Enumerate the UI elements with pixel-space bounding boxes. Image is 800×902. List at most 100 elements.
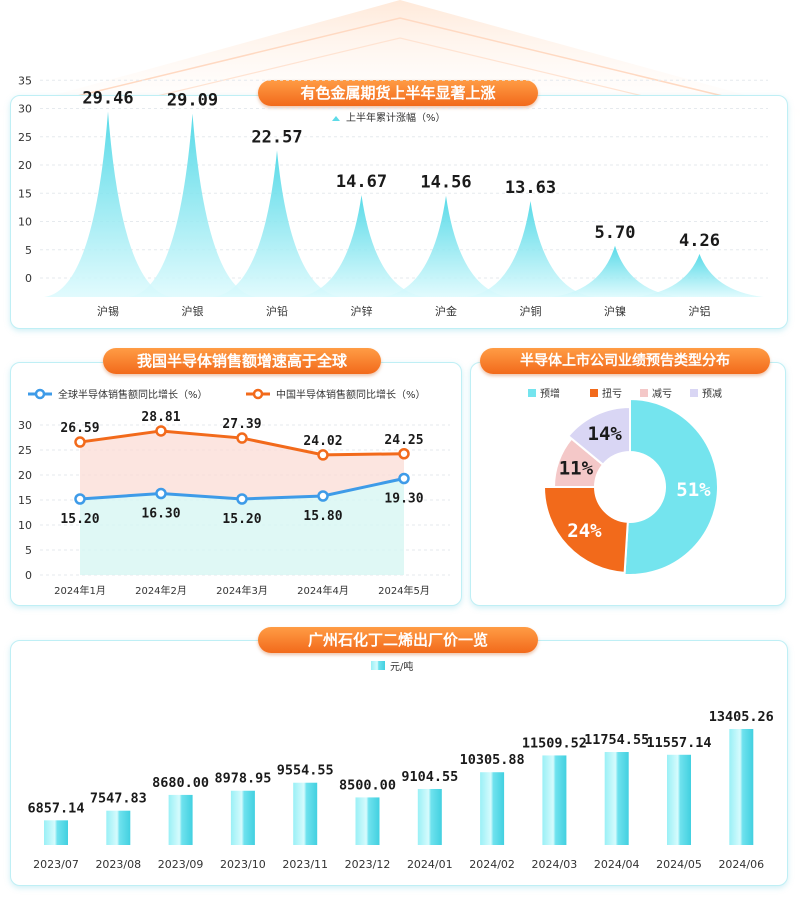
price-xtick-label: 2023/10 [220, 858, 266, 871]
forecast-legend-swatch [590, 389, 598, 397]
price-bar [106, 810, 131, 845]
metals-peak [128, 113, 257, 297]
price-bar [542, 755, 567, 845]
price-value-label: 11557.14 [646, 735, 711, 751]
forecast-slice [566, 405, 631, 467]
growth-ytick-label: 20 [18, 469, 32, 482]
growth-xtick-label: 2024年1月 [54, 584, 106, 597]
metals-xtick-label: 沪锡 [97, 304, 119, 318]
china-value-label: 28.81 [141, 410, 180, 425]
metals-peak [382, 195, 510, 297]
price-bar [729, 728, 754, 845]
forecast-slice [542, 486, 629, 574]
metals-value-label: 14.56 [420, 173, 471, 193]
metals-value-label: 13.63 [505, 178, 556, 198]
butadiene-price-title: 广州石化丁二烯出厂价一览 [258, 627, 538, 653]
semiconductor-line-chart: 全球半导体销售额同比增长（%） 中国半导体销售额同比增长（%） 0 5 10 15 20… [18, 388, 450, 597]
growth-ytick-label: 25 [18, 444, 32, 457]
price-bar [604, 752, 629, 845]
china-value-label: 26.59 [60, 421, 99, 436]
metals-value-label: 22.57 [251, 127, 302, 147]
price-xtick-label: 2024/02 [469, 858, 515, 871]
forecast-legend-swatch [528, 389, 536, 397]
price-value-label: 11754.55 [584, 732, 649, 748]
global-value-label: 15.20 [60, 512, 99, 527]
price-value-label: 9104.55 [401, 769, 458, 785]
forecast-slice-label: 14% [588, 423, 623, 445]
metals-chart-title: 有色金属期货上半年显著上涨 [258, 80, 538, 106]
metals-xtick-label: 沪铜 [520, 304, 542, 318]
price-xtick-label: 2023/11 [282, 858, 328, 871]
price-bar [355, 797, 380, 845]
price-bar [44, 820, 68, 845]
metals-value-label: 14.67 [336, 172, 387, 192]
metals-xtick-label: 沪锌 [351, 304, 373, 318]
metals-peak [635, 253, 764, 297]
metals-legend-label: 上半年累计涨幅（%） [346, 111, 446, 124]
china-value-label: 27.39 [222, 417, 261, 432]
forecast-legend-label: 预减 [702, 388, 722, 400]
metals-xtick-label: 沪铝 [689, 304, 711, 318]
metals-value-label: 4.26 [679, 231, 720, 251]
price-bar [168, 794, 193, 845]
metals-peak [213, 150, 341, 297]
butadiene-legend-swatch [371, 661, 385, 670]
forecast-legend-swatch [640, 389, 648, 397]
metals-ytick-label: 20 [18, 159, 32, 172]
growth-ytick-label: 15 [18, 494, 32, 507]
metals-ytick-label: 10 [18, 216, 32, 229]
global-legend-label: 全球半导体销售额同比增长（%） [58, 388, 208, 401]
china-point [74, 436, 86, 448]
price-bar [417, 788, 442, 845]
metals-legend-swatch [332, 116, 340, 121]
forecast-slice-label: 11% [559, 458, 594, 480]
metals-xtick-label: 沪金 [435, 304, 457, 318]
growth-ytick-label: 5 [25, 544, 32, 557]
global-point [317, 490, 329, 502]
price-xtick-label: 2023/12 [345, 858, 391, 871]
price-xtick-label: 2024/01 [407, 858, 453, 871]
price-xtick-label: 2024/03 [532, 858, 578, 871]
price-xtick-label: 2023/09 [158, 858, 204, 871]
forecast-slice [623, 397, 719, 576]
china-point [236, 432, 248, 444]
forecast-legend-label: 预增 [540, 387, 560, 400]
china-point [317, 449, 329, 461]
china-point [155, 425, 167, 437]
forecast-slice-label: 51% [676, 479, 711, 501]
global-area [80, 478, 404, 575]
global-value-label: 15.20 [222, 512, 261, 527]
forecast-slice-label: 24% [567, 520, 602, 542]
price-value-label: 13405.26 [709, 709, 774, 725]
metals-ytick-label: 25 [18, 131, 32, 144]
metals-xtick-label: 沪银 [182, 304, 204, 318]
earnings-donut-chart: 预增 扭亏 减亏 预减 51% 24% 11% 14% [528, 387, 722, 576]
price-bar [667, 754, 691, 845]
growth-xtick-label: 2024年2月 [135, 584, 187, 597]
butadiene-bar-chart: 元/吨 6857.14 7547.83 8680.00 8978.95 9554.55 8… [28, 660, 774, 871]
metals-value-label: 29.46 [82, 89, 133, 109]
price-xtick-label: 2024/04 [594, 858, 640, 871]
china-legend-label: 中国半导体销售额同比增长（%） [276, 388, 426, 401]
metals-value-label: 5.70 [595, 223, 636, 243]
price-bar [293, 782, 318, 845]
price-value-label: 9554.55 [277, 763, 334, 779]
price-bar [480, 772, 505, 845]
global-legend-marker [34, 388, 46, 400]
semiconductor-growth-title: 我国半导体销售额增速高于全球 [103, 348, 381, 374]
forecast-legend-label: 减亏 [652, 388, 672, 400]
global-point [236, 493, 248, 505]
price-xtick-label: 2024/05 [656, 858, 702, 871]
metals-ytick-label: 35 [18, 74, 32, 87]
china-value-label: 24.25 [384, 433, 423, 448]
price-xtick-label: 2024/06 [718, 858, 764, 871]
metals-area-chart: 上半年累计涨幅（%） 0 5 10 15 20 25 30 35 29.46 29.09 22.5… [18, 74, 768, 318]
growth-ytick-label: 10 [18, 519, 32, 532]
price-xtick-label: 2023/08 [95, 858, 141, 871]
growth-xtick-label: 2024年4月 [297, 584, 349, 597]
price-value-label: 8978.95 [214, 771, 271, 787]
metals-ytick-label: 0 [25, 272, 32, 285]
growth-xtick-label: 2024年5月 [378, 584, 430, 597]
price-value-label: 6857.14 [28, 800, 85, 816]
price-value-label: 7547.83 [90, 791, 147, 807]
